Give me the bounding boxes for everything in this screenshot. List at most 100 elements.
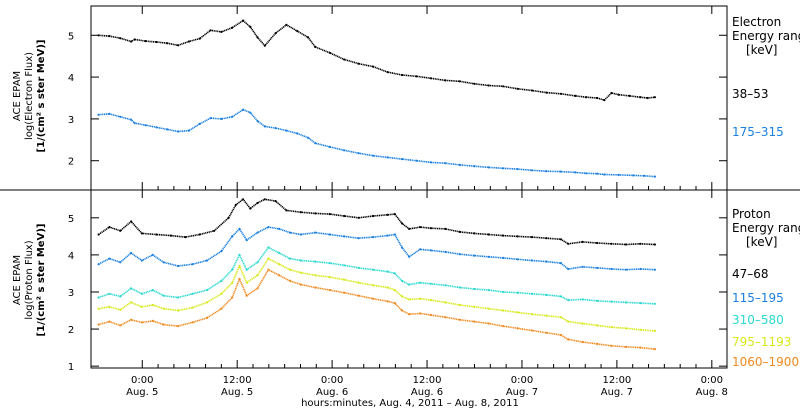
electron-series-0-point-44	[610, 91, 613, 95]
xtick-label-date-1: Aug. 5	[221, 387, 253, 398]
proton-series-4-point-26	[400, 309, 404, 312]
electron-series-0-point-18	[274, 32, 277, 35]
electron-series-0-point-0	[97, 34, 100, 37]
proton-series-1-point-38	[559, 262, 563, 265]
proton-series-4-point-35	[516, 327, 519, 330]
electron-series-1-point-5	[144, 124, 147, 127]
xtick-label-time-1: 12:00	[223, 375, 252, 386]
electron-series-1-point-2	[119, 115, 122, 118]
proton-series-3-point-44	[639, 328, 642, 331]
proton-series-1-point-41	[596, 266, 599, 269]
proton-series-4-point-40	[581, 340, 584, 344]
electron-ylabel: ACE EPAM log(Electron Flux) [1/(cm² s st…	[12, 40, 47, 153]
proton-series-1-point-8	[191, 263, 194, 266]
electron-series-1-point-29	[415, 159, 418, 162]
xtick-label-date-2: Aug. 6	[316, 387, 348, 398]
proton-ylabel-line2: log(Proton Flux)	[24, 240, 35, 319]
electron-series-0-point-17	[263, 44, 266, 47]
electron-series-0-point-27	[386, 71, 389, 74]
proton-series-4-point-43	[624, 345, 628, 348]
proton-ytick-label-0: 1	[68, 362, 74, 373]
proton-series-1-point-18	[299, 233, 302, 236]
proton-ylabel: ACE EPAM log(Proton Flux) [1/(cm² s ster…	[12, 224, 47, 337]
proton-series-0-point-7	[184, 236, 187, 239]
proton-series-1-point-14	[256, 231, 259, 234]
proton-series-1-point-19	[314, 231, 317, 234]
xtick-label-date-3: Aug. 6	[411, 387, 443, 398]
electron-ytick-label-1: 3	[68, 115, 74, 126]
proton-series-4-line	[98, 268, 655, 350]
proton-series-1-point-36	[530, 259, 534, 262]
electron-series-1-point-26	[372, 154, 375, 157]
proton-series-0-point-22	[357, 216, 360, 219]
proton-series-2-point-11	[231, 268, 234, 271]
electron-series-0-point-26	[372, 65, 375, 68]
electron-series-1-point-20	[296, 132, 299, 135]
proton-series-0-line	[98, 198, 655, 246]
proton-series-0-point-39	[567, 242, 570, 245]
proton-series-3-point-38	[559, 316, 563, 319]
proton-series-1-point-5	[151, 253, 154, 256]
electron-series-0-point-37	[530, 89, 534, 92]
proton-series-4-point-13	[245, 294, 248, 297]
xtick-label-time-3: 12:00	[413, 375, 442, 386]
electron-series-1-point-6	[155, 126, 158, 129]
electron-ylabel-line3: [1/(cm² s ster MeV)]	[36, 40, 47, 153]
proton-series-3-point-12	[238, 264, 241, 268]
electron-series-0-point-25	[357, 62, 360, 65]
electron-series-0-point-7	[166, 42, 169, 45]
electron-series-1-point-23	[328, 145, 331, 148]
proton-series-1-point-1	[108, 257, 111, 260]
proton-series-3-point-11	[231, 281, 234, 284]
proton-ytick-label-4: 5	[68, 214, 74, 225]
electron-series-1-point-44	[617, 173, 620, 176]
proton-series-1-point-0	[97, 263, 100, 266]
proton-series-1-point-25	[393, 233, 396, 236]
proton-series-1-point-27	[408, 255, 411, 258]
electron-series-0-point-14	[242, 19, 245, 22]
electron-series-0-point-21	[307, 36, 310, 39]
proton-series-3-point-42	[610, 326, 613, 329]
proton-series-2-point-30	[444, 284, 447, 287]
electron-series-1-point-27	[386, 156, 389, 159]
proton-series-0-point-4	[140, 232, 143, 235]
proton-series-4-point-16	[278, 274, 281, 277]
proton-series-3-point-40	[581, 322, 584, 325]
proton-series-4-point-38	[559, 333, 563, 337]
proton-series-4-point-27	[408, 313, 411, 316]
proton-series-0-point-13	[249, 207, 252, 210]
proton-series-2-point-22	[357, 266, 360, 269]
electron-series-1-point-37	[530, 169, 534, 172]
electron-series-1-point-4	[133, 122, 136, 125]
electron-legend-title-3: [keV]	[746, 43, 777, 57]
electron-series-0-point-40	[574, 94, 577, 97]
proton-series-4-point-25	[393, 302, 396, 305]
electron-series-1-point-19	[285, 129, 288, 132]
electron-series-0-point-39	[559, 92, 563, 95]
proton-series-4-point-28	[419, 312, 422, 315]
proton-series-4-point-42	[610, 344, 613, 347]
electron-series-1-point-40	[574, 171, 577, 174]
electron-series-1-point-25	[357, 152, 360, 155]
proton-series-3-point-29	[429, 299, 432, 302]
proton-series-2-point-21	[343, 264, 346, 267]
electron-series-0-point-35	[502, 85, 505, 88]
proton-series-2-point-18	[299, 259, 302, 262]
proton-series-1-point-16	[278, 227, 281, 230]
electron-series-0-point-48	[646, 96, 649, 100]
proton-series-1-point-10	[220, 250, 223, 253]
proton-series-3-point-28	[419, 297, 422, 300]
proton-series-4-point-3	[130, 318, 133, 321]
proton-series-4-point-2	[119, 324, 122, 327]
proton-series-1-point-22	[357, 237, 360, 240]
proton-series-3-point-9	[205, 301, 209, 304]
proton-series-0-point-25	[393, 213, 396, 216]
proton-series-2-point-35	[516, 291, 519, 294]
electron-legend-title-1: Electron	[732, 15, 781, 29]
proton-series-0-point-43	[624, 243, 628, 246]
proton-series-0-point-20	[328, 213, 331, 216]
electron-series-1-point-42	[596, 172, 599, 175]
proton-series-2-point-29	[429, 282, 432, 285]
electron-ytick-label-2: 4	[68, 73, 74, 84]
